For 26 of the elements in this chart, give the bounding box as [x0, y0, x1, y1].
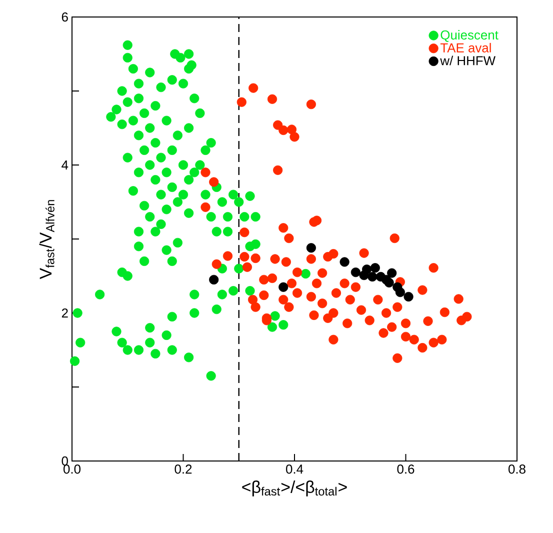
legend-label: Quiescent [440, 30, 498, 42]
point [384, 278, 394, 288]
x-tick-label: 0.0 [64, 464, 81, 474]
x-tick-label: 0.6 [397, 464, 414, 474]
point [340, 257, 350, 267]
point [350, 268, 360, 278]
legend-label: w/ HHFW [440, 56, 496, 66]
point [404, 292, 414, 302]
x-axis-title: <β$_{fast}$>/<β$_{total}$> [242, 480, 347, 496]
point [209, 274, 219, 284]
point [306, 243, 316, 253]
y-tick-label: 2 [62, 308, 68, 318]
y-tick-label: 6 [62, 12, 68, 22]
x-tick-label: 0.4 [286, 464, 304, 474]
legend-label: TAE aval [440, 42, 491, 52]
point [362, 264, 372, 274]
point [387, 268, 397, 278]
y-tick-label: 0 [62, 456, 68, 466]
point [278, 282, 288, 292]
y-tick-label: 4 [62, 160, 68, 170]
point [370, 263, 380, 273]
y-axis-title: V$_{fast}$/V$_{Alfvén}$ [39, 200, 54, 280]
point [368, 272, 378, 282]
point [395, 287, 405, 298]
x-tick-label: 0.8 [508, 464, 526, 474]
x-tick-label: 0.2 [174, 464, 192, 474]
